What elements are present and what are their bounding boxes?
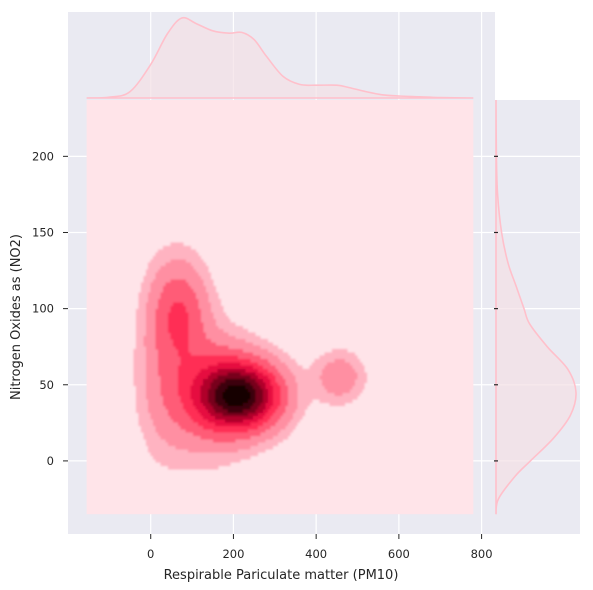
y-tick-label: 150	[32, 225, 54, 239]
x-tick-label: 800	[471, 547, 493, 561]
y-marginal-density	[495, 99, 577, 515]
x-marginal-density	[86, 16, 474, 99]
x-tick-label: 600	[388, 547, 410, 561]
x-tick-label: 400	[305, 547, 327, 561]
y-axis: 0 50 100 150 200	[32, 149, 68, 468]
joint-panel: 0 200 400 600 800 0 50 100 150 200	[32, 100, 494, 561]
x-tick-label: 200	[222, 547, 244, 561]
y-tick-label: 100	[32, 302, 54, 316]
top-marginal-panel	[68, 12, 495, 105]
y-tick-label: 50	[39, 378, 54, 392]
x-tick-label: 0	[147, 547, 154, 561]
y-axis-label: Nitrogen Oxides as (NO2)	[9, 234, 24, 400]
x-axis: 0 200 400 600 800	[147, 534, 493, 561]
kde-contour-level-9	[222, 385, 251, 407]
kde-contours	[133, 242, 368, 470]
y-tick-label: 200	[32, 149, 54, 163]
right-marginal-panel	[492, 99, 580, 534]
x-axis-label: Respirable Pariculate matter (PM10)	[164, 568, 399, 583]
y-tick-label: 0	[47, 454, 54, 468]
